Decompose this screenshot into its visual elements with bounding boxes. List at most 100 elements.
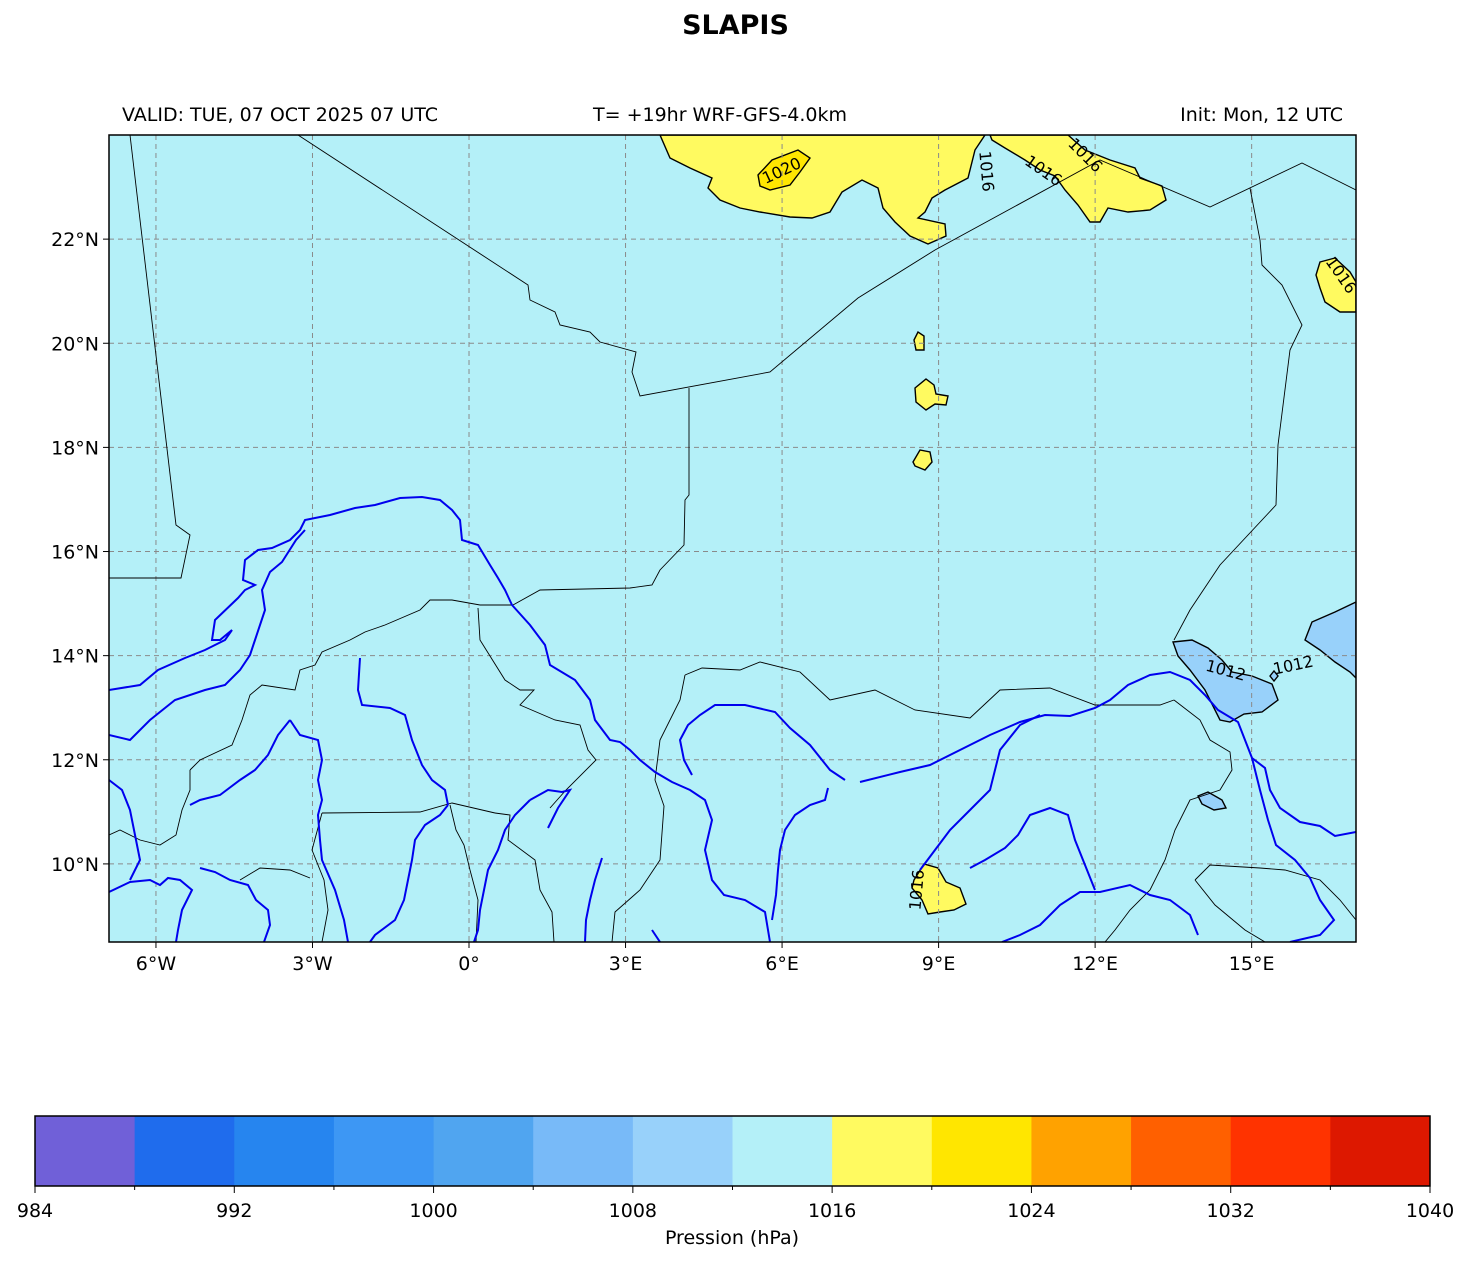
longitude-ticks: 6°W 3°W 0° 3°E 6°E 9°E 12°E 15°E <box>136 942 1275 975</box>
lat-tick-label: 20°N <box>51 333 99 355</box>
river-kaduna <box>678 704 846 781</box>
colorbar-segment <box>234 1116 335 1186</box>
river-east-stub <box>651 929 661 942</box>
border-benin <box>477 607 597 809</box>
country-borders <box>109 135 1356 942</box>
border-chad-car <box>1194 864 1356 921</box>
colorbar-segment <box>1330 1116 1431 1186</box>
high-pressure-core <box>757 149 811 191</box>
contour-label: 1016 <box>975 150 997 192</box>
gridlines <box>109 135 1356 942</box>
init-time-label: Init: Mon, 12 UTC <box>1180 104 1343 126</box>
lat-tick-label: 10°N <box>51 854 99 876</box>
colorbar-tick-label: 1040 <box>1406 1200 1454 1222</box>
colorbar-tick-label: 992 <box>216 1200 252 1222</box>
border-mali-niger <box>512 388 690 606</box>
border-civ-south <box>239 867 311 881</box>
low-pressure-small-lake <box>1197 791 1228 811</box>
river-niger-delta <box>771 787 829 921</box>
colorbar: 984 992 1000 1008 1016 1024 1032 1040 <box>17 1115 1454 1222</box>
colorbar-tick-label: 1016 <box>808 1200 856 1222</box>
lat-tick-label: 14°N <box>51 646 99 668</box>
border-libya-chad <box>1173 187 1303 641</box>
colorbar-tick-label: 1008 <box>609 1200 657 1222</box>
river-west-3 <box>109 779 142 881</box>
border-burkina <box>189 599 513 771</box>
map-background <box>109 135 1356 942</box>
river-niger-north <box>109 495 771 942</box>
high-pressure-region-south <box>911 863 967 915</box>
river-volta-black <box>289 719 349 942</box>
colorbar-segment <box>732 1116 833 1186</box>
border-chad-east <box>1194 879 1266 942</box>
colorbar-tick-label: 1032 <box>1207 1200 1255 1222</box>
river-oti <box>529 788 573 829</box>
colorbar-segment <box>1031 1116 1132 1186</box>
river-mono <box>584 857 603 942</box>
river-shari <box>1251 757 1336 942</box>
rivers <box>109 495 1356 942</box>
colorbar-segment <box>134 1116 235 1186</box>
river-bani <box>189 719 291 806</box>
border-togo-benin <box>494 812 555 942</box>
lon-tick-label: 6°W <box>136 953 177 975</box>
lon-tick-label: 9°E <box>922 953 956 975</box>
border-algeria-mali <box>297 135 1356 397</box>
colorbar-segment <box>931 1116 1032 1186</box>
lat-tick-label: 18°N <box>51 437 99 459</box>
colorbar-segment <box>1131 1116 1232 1186</box>
river-west-2 <box>199 867 272 942</box>
river-benue-south <box>919 714 1041 871</box>
colorbar-tick-label: 1024 <box>1007 1200 1055 1222</box>
colorbar-segment <box>433 1116 534 1186</box>
river-volta-white <box>356 657 449 806</box>
colorbar-label: Pression (hPa) <box>665 1227 799 1249</box>
lon-tick-label: 3°E <box>609 953 643 975</box>
river-oti-2 <box>473 799 531 942</box>
colorbar-tick-label: 984 <box>17 1200 53 1222</box>
lon-tick-label: 6°E <box>765 953 799 975</box>
lat-tick-label: 16°N <box>51 542 99 564</box>
colorbar-segment <box>832 1116 933 1186</box>
colorbar-segment <box>632 1116 733 1186</box>
lat-tick-label: 12°N <box>51 750 99 772</box>
lon-tick-label: 0° <box>458 953 480 975</box>
border-burkina-ghana <box>321 802 496 814</box>
chart-title: SLAPIS <box>682 10 789 41</box>
lon-tick-label: 3°W <box>292 953 333 975</box>
high-pressure-region-northeast <box>989 135 1167 223</box>
colorbar-segment <box>333 1116 435 1186</box>
colorbar-segment <box>533 1116 634 1186</box>
border-ghana-togo <box>449 804 479 942</box>
river-cross <box>969 806 1096 891</box>
colorbar-segment <box>35 1116 136 1186</box>
contour-label: 1016 <box>905 869 927 911</box>
valid-time-label: VALID: TUE, 07 OCT 2025 07 UTC <box>122 104 438 126</box>
border-civ-ghana <box>311 812 329 942</box>
border-benin-nigeria <box>611 674 686 942</box>
latitude-ticks: 10°N 12°N 14°N 16°N 18°N 20°N 22°N <box>51 229 109 876</box>
lat-tick-label: 22°N <box>51 229 99 251</box>
river-volta-red <box>369 804 449 942</box>
colorbar-tick-label: 1000 <box>409 1200 457 1222</box>
river-inner-loop <box>109 529 306 742</box>
border-niger-nigeria <box>684 661 1175 719</box>
low-pressure-small-ring <box>1269 669 1279 683</box>
border-civ <box>109 770 191 846</box>
river-benue <box>859 670 1356 838</box>
low-pressure-region-east <box>1304 601 1356 679</box>
forecast-hour-label: T= +19hr WRF-GFS-4.0km <box>593 104 847 126</box>
high-pressure-island-2 <box>914 378 949 411</box>
river-west-1 <box>109 876 194 942</box>
border-nigeria-cameroon <box>1104 699 1233 942</box>
river-gongola <box>1001 883 1199 942</box>
colorbar-segment <box>1230 1116 1331 1186</box>
high-pressure-region-east <box>1315 257 1356 313</box>
map-frame <box>108 134 1357 943</box>
lon-tick-label: 12°E <box>1072 953 1118 975</box>
border-mali-mauritania <box>109 135 191 579</box>
high-pressure-island-3 <box>912 449 933 471</box>
lon-tick-label: 15°E <box>1229 953 1275 975</box>
